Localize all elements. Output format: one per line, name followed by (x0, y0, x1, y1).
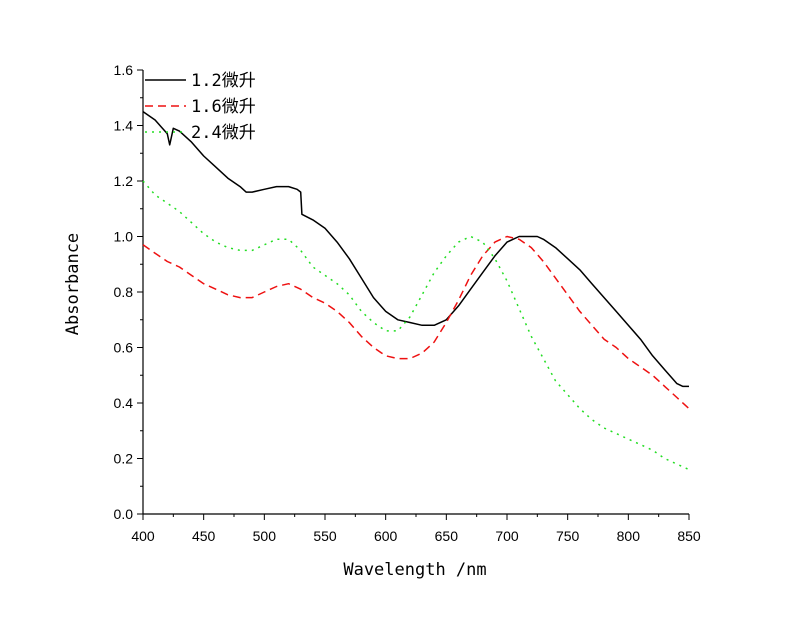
y-tick-label: 0.4 (114, 395, 134, 411)
y-tick-label: 1.2 (114, 173, 134, 189)
y-tick-label: 0.0 (114, 506, 134, 522)
x-tick-label: 700 (495, 528, 519, 544)
y-axis: 0.0 0.2 0.4 0.6 0.8 1.0 1.2 1.4 1.6 (114, 62, 143, 522)
x-tick-label: 800 (617, 528, 641, 544)
legend-label-3: 2.4微升 (191, 123, 256, 143)
series-line-3 (142, 180, 690, 471)
x-axis-title: Wavelength /nm (343, 560, 486, 580)
x-tick-label: 450 (192, 528, 216, 544)
y-axis-title: Absorbance (63, 233, 83, 335)
legend-label-2: 1.6微升 (191, 97, 256, 117)
series-line-1 (142, 110, 689, 388)
legend-label-1: 1.2微升 (191, 71, 256, 91)
y-tick-label: 1.4 (114, 118, 134, 134)
y-tick-label: 1.6 (114, 62, 134, 78)
y-tick-label: 0.8 (114, 284, 134, 300)
x-tick-label: 500 (253, 528, 277, 544)
y-tick-label: 0.2 (114, 451, 134, 467)
y-tick-label: 1.0 (114, 229, 134, 245)
series-lines (142, 110, 690, 471)
x-tick-label: 650 (435, 528, 459, 544)
y-tick-label: 0.6 (114, 340, 134, 356)
x-tick-label: 850 (677, 528, 701, 544)
x-tick-label: 550 (313, 528, 337, 544)
legend: 1.2微升 1.6微升 2.4微升 (145, 71, 256, 143)
series-line-2 (142, 235, 690, 410)
x-tick-label: 750 (556, 528, 580, 544)
x-tick-label: 400 (131, 528, 155, 544)
x-tick-label: 600 (374, 528, 398, 544)
x-axis: 400 450 500 550 600 650 700 750 800 850 (131, 514, 701, 544)
